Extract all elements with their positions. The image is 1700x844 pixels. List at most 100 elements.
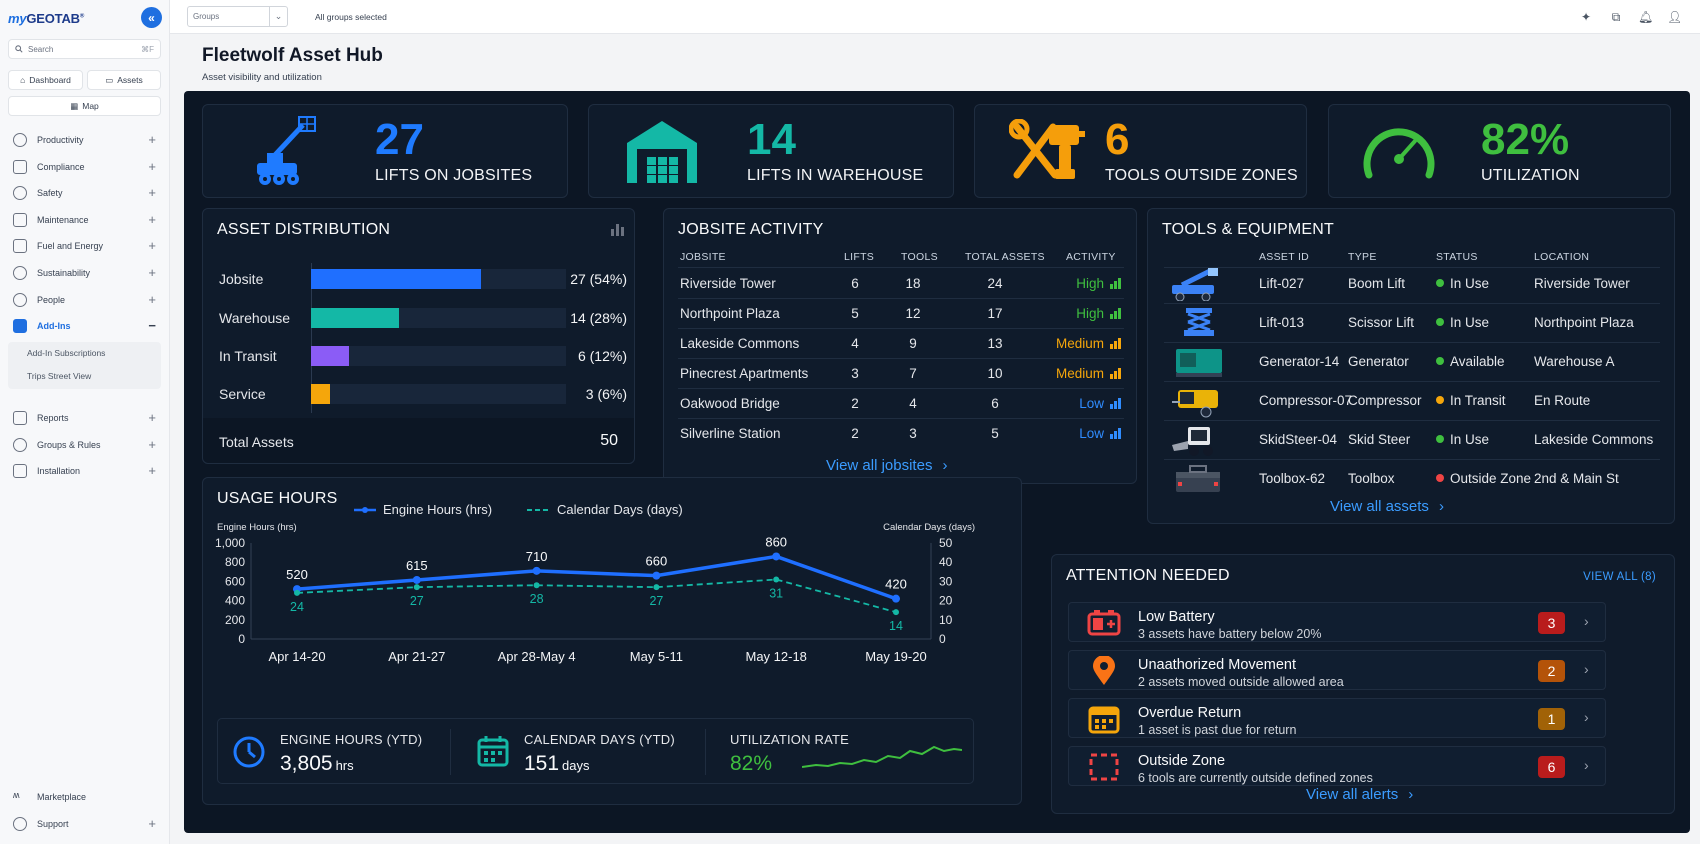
sidebar-item-reports[interactable]: Reports +	[0, 405, 170, 431]
divider	[1164, 420, 1660, 421]
sidebar-item-sustainability[interactable]: Sustainability +	[0, 260, 170, 286]
engine-hours-point	[532, 566, 541, 575]
kpi-label: UTILIZATION	[1481, 167, 1580, 184]
asset-id[interactable]: Lift-027	[1259, 276, 1305, 291]
distribution-row[interactable]: In Transit 6 (12%)	[217, 346, 627, 366]
chevron-right-icon[interactable]: ›	[1584, 613, 1589, 629]
geotab-logo[interactable]: myGEOTAB®	[8, 11, 85, 26]
alert-item[interactable]: Overdue Return 1 asset is past due for re…	[1068, 698, 1606, 738]
asset-status: Outside Zone	[1436, 471, 1531, 486]
jobsite-activity: Medium	[1056, 336, 1122, 352]
sidebar-subitem-trips-street-view[interactable]: Trips Street View	[27, 371, 92, 381]
card-title: USAGE HOURS	[217, 490, 338, 507]
top-bar: Groups ⌄ All groups selected ✦ ⧉ 🔔︎ 👤︎	[170, 0, 1700, 34]
asset-distribution-card: ASSET DISTRIBUTION Jobsite 27 (54%) Wareho…	[202, 208, 635, 464]
windows-icon[interactable]: ⧉	[1611, 10, 1621, 24]
map-button[interactable]: ▦ Map	[8, 96, 161, 116]
sidebar-item-compliance[interactable]: Compliance +	[0, 154, 170, 180]
engine-hours-point	[772, 552, 781, 561]
asset-location: Northpoint Plaza	[1534, 315, 1634, 330]
view-all-alerts-button[interactable]: VIEW ALL (8)	[1583, 571, 1656, 583]
chevron-right-icon[interactable]: ›	[1584, 757, 1589, 773]
bar-chart-icon[interactable]	[611, 224, 625, 236]
sidebar-subitem-add-in-subscriptions[interactable]: Add-In Subscriptions	[27, 348, 106, 358]
sidebar-item-safety[interactable]: Safety +	[0, 180, 170, 206]
chevron-right-icon[interactable]: ›	[1584, 709, 1589, 725]
kpi-card-utilization[interactable]: 82% UTILIZATION	[1328, 104, 1671, 198]
column-header: TOTAL ASSETS	[965, 251, 1045, 263]
kpi-value: 82%	[1481, 115, 1570, 164]
globe-icon	[13, 133, 27, 147]
sidebar-item-groups-rules[interactable]: Groups & Rules +	[0, 432, 170, 458]
view-all-jobsites-link[interactable]: View all jobsites ›	[826, 457, 948, 474]
view-all-alerts-link[interactable]: View all alerts ›	[1306, 786, 1414, 803]
divider	[678, 267, 1124, 268]
dashboard-button[interactable]: ⌂ Dashboard	[8, 70, 83, 90]
column-header: LIFTS	[844, 251, 875, 263]
kpi-label: LIFTS IN WAREHOUSE	[747, 167, 924, 184]
alert-item[interactable]: Outside Zone 6 tools are currently outsid…	[1068, 746, 1606, 786]
alert-item[interactable]: Unaathorized Movement 2 assets moved outs…	[1068, 650, 1606, 690]
jobsite-name[interactable]: Northpoint Plaza	[680, 306, 780, 321]
jobsite-name[interactable]: Riverside Tower	[680, 276, 776, 291]
bell-icon[interactable]: 🔔︎	[1638, 10, 1654, 24]
usage-hours-card: USAGE HOURS Engine Hours (hrs) Calendar D…	[202, 477, 1022, 805]
kpi-card-tools-outside[interactable]: 6 TOOLS OUTSIDE ZONES	[974, 104, 1307, 198]
distribution-row[interactable]: Jobsite 27 (54%)	[217, 269, 627, 289]
sidebar-item-marketplace[interactable]: ʍ Marketplace	[13, 790, 87, 802]
sidebar-item-productivity[interactable]: Productivity +	[0, 127, 170, 153]
y-tick-label-right: 20	[939, 594, 953, 608]
jobsite-name[interactable]: Silverline Station	[680, 426, 781, 441]
jobsite-tools: 3	[909, 426, 917, 441]
view-all-assets-link[interactable]: View all assets ›	[1330, 498, 1444, 515]
asset-id[interactable]: Lift-013	[1259, 315, 1305, 330]
sidebar-item-maintenance[interactable]: Maintenance +	[0, 207, 170, 233]
groups-select[interactable]: Groups ⌄	[187, 6, 288, 27]
sidebar-item-installation[interactable]: Installation +	[0, 458, 170, 484]
sidebar-item-fuel-energy[interactable]: Fuel and Energy +	[0, 233, 170, 259]
engine-hours-point	[412, 575, 421, 584]
jobsite-lifts: 4	[851, 336, 859, 351]
calendar-days-label: 31	[769, 586, 783, 600]
alert-item[interactable]: Low Battery 3 assets have battery below 2…	[1068, 602, 1606, 642]
asset-id[interactable]: Toolbox-62	[1259, 471, 1326, 486]
sidebar-item-add-ins[interactable]: Add-Ins −	[0, 313, 170, 339]
alert-count-badge: 1	[1538, 708, 1565, 730]
asset-id[interactable]: SkidSteer-04	[1259, 432, 1338, 447]
sidebar-item-support[interactable]: Support +	[0, 811, 170, 837]
ytd-label: CALENDAR DAYS (YTD)	[524, 732, 675, 747]
boom-lift-icon	[257, 116, 316, 185]
user-icon[interactable]: 👤︎	[1667, 10, 1683, 24]
x-tick-label: May 19-20	[865, 649, 926, 664]
engine-hours-line	[296, 554, 897, 601]
expand-icon: +	[148, 238, 156, 253]
collapse-sidebar-button[interactable]: «	[141, 7, 162, 28]
assets-button[interactable]: ▭ Assets	[87, 70, 161, 90]
jobsite-name[interactable]: Oakwood Bridge	[680, 396, 780, 411]
toolbox-icon	[1168, 462, 1228, 501]
sparkle-icon[interactable]: ✦	[1580, 10, 1592, 24]
engine-hours-label: 615	[406, 558, 428, 573]
chevron-right-icon[interactable]: ›	[1584, 661, 1589, 677]
asset-id[interactable]: Compressor-07	[1259, 393, 1353, 408]
leaf-icon	[13, 266, 27, 280]
distribution-track	[311, 269, 566, 289]
jobsite-name[interactable]: Pinecrest Apartments	[680, 366, 809, 381]
warehouse-icon	[627, 121, 697, 183]
kpi-card-lifts-jobsites[interactable]: 27 LIFTS ON JOBSITES	[202, 104, 568, 198]
asset-status: In Use	[1436, 276, 1489, 291]
sidebar-search-input[interactable]: Search ⌘F	[8, 39, 161, 59]
usage-hours-chart: Engine Hours (hrs) Calendar Days (days) 1,…	[215, 502, 975, 664]
distribution-row[interactable]: Service 3 (6%)	[217, 384, 627, 404]
kpi-card-lifts-warehouse[interactable]: 14 LIFTS IN WAREHOUSE	[588, 104, 954, 198]
engine-hours-label: 520	[286, 567, 308, 582]
asset-id[interactable]: Generator-14	[1259, 354, 1340, 369]
jobsite-name[interactable]: Lakeside Commons	[680, 336, 800, 351]
jobsite-activity: Low	[1079, 396, 1122, 412]
engine-hours-label: 420	[885, 577, 907, 592]
gauge-icon	[1363, 128, 1435, 179]
sidebar-item-people[interactable]: People +	[0, 287, 170, 313]
distribution-row[interactable]: Warehouse 14 (28%)	[217, 308, 627, 328]
distribution-label: Service	[219, 386, 266, 402]
y-tick-label-left: 0	[238, 632, 245, 646]
